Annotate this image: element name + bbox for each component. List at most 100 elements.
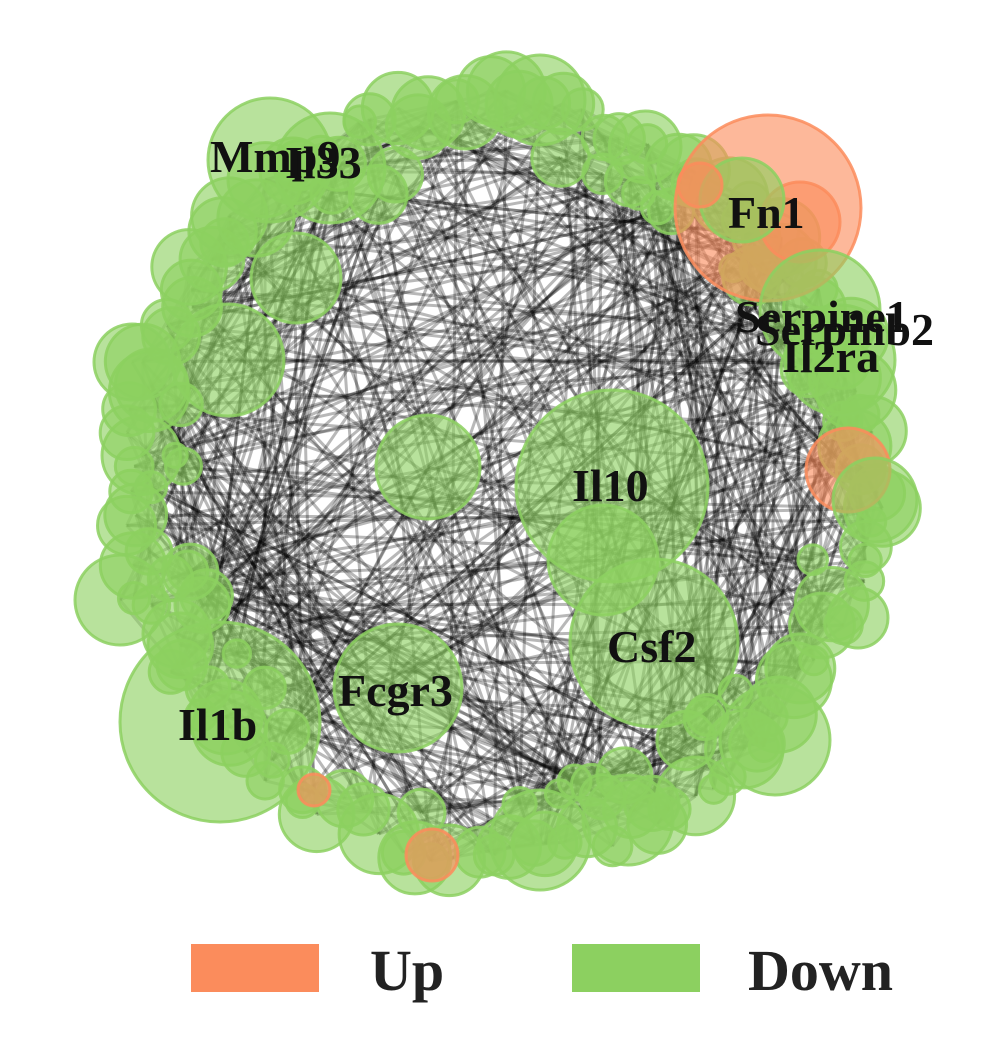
- network-node-down: [826, 586, 890, 650]
- network-edge: [166, 209, 672, 327]
- network-edge: [601, 173, 816, 662]
- label-fn1: Fn1: [728, 187, 805, 238]
- network-node-down: [493, 53, 587, 147]
- network-node-down: [133, 470, 169, 505]
- network-edge: [179, 403, 496, 856]
- network-edge: [174, 453, 865, 583]
- label-serpinb2: Serpinb2: [755, 304, 934, 355]
- network-edge: [330, 191, 482, 853]
- network-edge: [141, 360, 561, 795]
- label-il10: Il10: [572, 460, 649, 511]
- network-edge: [205, 169, 695, 597]
- network-edge: [140, 306, 815, 457]
- network-edge: [180, 506, 883, 647]
- network-edge: [169, 308, 821, 580]
- network-edge: [463, 111, 879, 495]
- legend-label-up: Up: [370, 938, 444, 1003]
- network-node-down: [488, 788, 592, 892]
- network-edge: [133, 266, 734, 468]
- network-edge: [463, 111, 867, 562]
- network-edge: [429, 99, 542, 862]
- network-edge: [169, 333, 852, 581]
- label-fcgr3: Fcgr3: [338, 665, 453, 716]
- network-edge: [151, 419, 844, 607]
- network-node-down: [161, 542, 220, 601]
- network-edge: [656, 207, 816, 662]
- network-node-up: [676, 161, 724, 209]
- network-edge: [150, 485, 729, 779]
- network-edge: [170, 419, 844, 674]
- label-csf2: Csf2: [607, 621, 696, 672]
- network-edge: [170, 334, 861, 471]
- network-edge: [669, 210, 796, 681]
- network-node-down: [796, 543, 830, 577]
- label-serpine1: Serpine1: [735, 291, 909, 342]
- network-edge: [150, 206, 769, 489]
- network-edge: [150, 328, 819, 607]
- network-edge: [377, 192, 752, 278]
- network-edge: [236, 545, 867, 656]
- network-node-down: [374, 413, 482, 521]
- legend-swatch-up: [191, 944, 319, 992]
- network-edge: [656, 207, 824, 627]
- network-edge: [628, 180, 802, 669]
- network-edge: [200, 235, 783, 717]
- network-edge: [416, 126, 589, 828]
- network-edge: [200, 259, 781, 717]
- network-edge: [132, 172, 604, 600]
- network-node-down: [718, 683, 832, 797]
- network-edge: [224, 468, 849, 719]
- network-edge: [235, 235, 758, 655]
- network-edge: [200, 261, 804, 717]
- network-edge: [227, 358, 844, 365]
- network-edge: [205, 266, 763, 597]
- network-edge: [263, 90, 508, 689]
- network-node-down: [621, 175, 657, 211]
- network-edge: [126, 506, 883, 527]
- network-edge: [264, 178, 878, 495]
- network-node-down: [783, 303, 897, 417]
- network-edge: [176, 558, 866, 636]
- network-edge: [167, 323, 857, 392]
- network-node-down: [249, 231, 343, 325]
- network-edge: [175, 172, 604, 635]
- network-edge: [175, 103, 521, 635]
- network-edge: [427, 111, 849, 472]
- network-edge: [133, 465, 576, 783]
- network-edge: [417, 125, 734, 270]
- network-edge: [128, 407, 671, 811]
- label-il33: Il33: [285, 137, 362, 188]
- network-edge: [126, 388, 857, 527]
- legend: Up Down: [191, 938, 893, 1003]
- network-node-down: [73, 553, 167, 647]
- network-edge: [131, 490, 883, 510]
- network-edge: [492, 90, 508, 856]
- network-node-down: [581, 773, 675, 867]
- legend-swatch-down: [572, 944, 700, 992]
- network-edge: [538, 99, 816, 662]
- network-edge: [224, 420, 844, 719]
- network-edge: [135, 513, 872, 524]
- network-node-up: [404, 827, 460, 883]
- network-node-down: [164, 446, 203, 486]
- network-node-down: [92, 322, 172, 402]
- network-edge: [368, 118, 833, 606]
- network-edge: [393, 174, 604, 798]
- label-il2ra: Il2ra: [782, 331, 879, 382]
- network-edge: [628, 180, 824, 627]
- network-edge: [189, 206, 769, 573]
- network-edge: [126, 431, 576, 783]
- network-edge: [140, 261, 803, 457]
- network-edge: [125, 431, 496, 857]
- network-edge: [133, 206, 659, 468]
- network-node-down: [568, 557, 740, 729]
- network-edge: [244, 235, 758, 754]
- legend-label-down: Down: [748, 938, 893, 1003]
- network-edge: [236, 579, 865, 656]
- network-node-down: [332, 622, 464, 754]
- network-edge: [133, 333, 852, 468]
- network-edge: [643, 146, 766, 748]
- network-edge: [427, 266, 735, 469]
- network-edge: [179, 403, 365, 810]
- network-edge: [202, 520, 872, 607]
